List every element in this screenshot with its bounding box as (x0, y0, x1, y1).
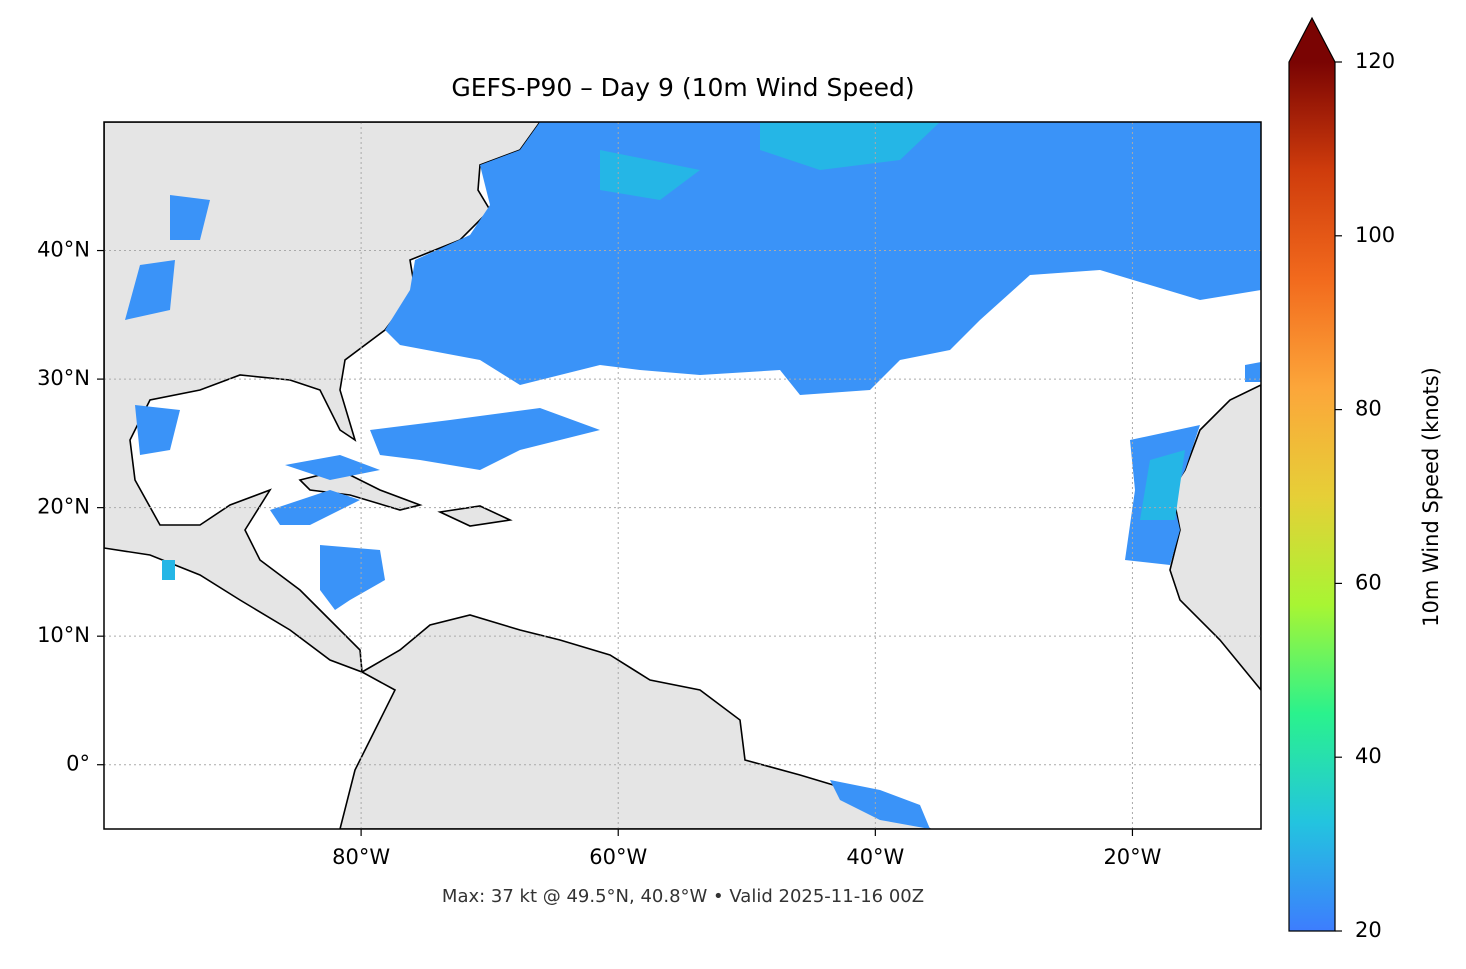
y-tick-label: 30°N (37, 366, 90, 390)
footer: Max: 37 kt @ 49.5°N, 40.8°W • Valid 2025… (442, 886, 924, 907)
y-tick-label: 0° (66, 752, 90, 776)
colorbar-tick-label: 120 (1355, 49, 1395, 73)
colorbar-frame (1288, 16, 1336, 932)
map (104, 122, 1261, 829)
y-tick-label: 20°N (37, 495, 90, 519)
colorbar-tick-label: 20 (1355, 918, 1382, 942)
colorbar-tick-label: 60 (1355, 570, 1382, 594)
colorbar-extend (1289, 18, 1335, 62)
colorbar-tick-label: 40 (1355, 744, 1382, 768)
x-tick-label: 40°W (846, 845, 904, 869)
south-america (339, 614, 932, 829)
colorbar (1289, 62, 1335, 931)
hispaniola (437, 505, 513, 527)
colorbar-tick-label: 100 (1355, 223, 1395, 247)
colorbar-label: 10m Wind Speed (knots) (1419, 367, 1443, 627)
y-tick-label: 10°N (37, 623, 90, 647)
plot-frame (103, 121, 1262, 830)
x-tick-label: 80°W (332, 845, 390, 869)
x-tick-label: 20°W (1103, 845, 1161, 869)
x-tick-label: 60°W (589, 845, 647, 869)
chart-title: GEFS-P90 – Day 9 (10m Wind Speed) (451, 73, 914, 102)
y-tick-label: 40°N (37, 238, 90, 262)
colorbar-tick-label: 80 (1355, 397, 1382, 421)
wind-field (600, 122, 940, 200)
